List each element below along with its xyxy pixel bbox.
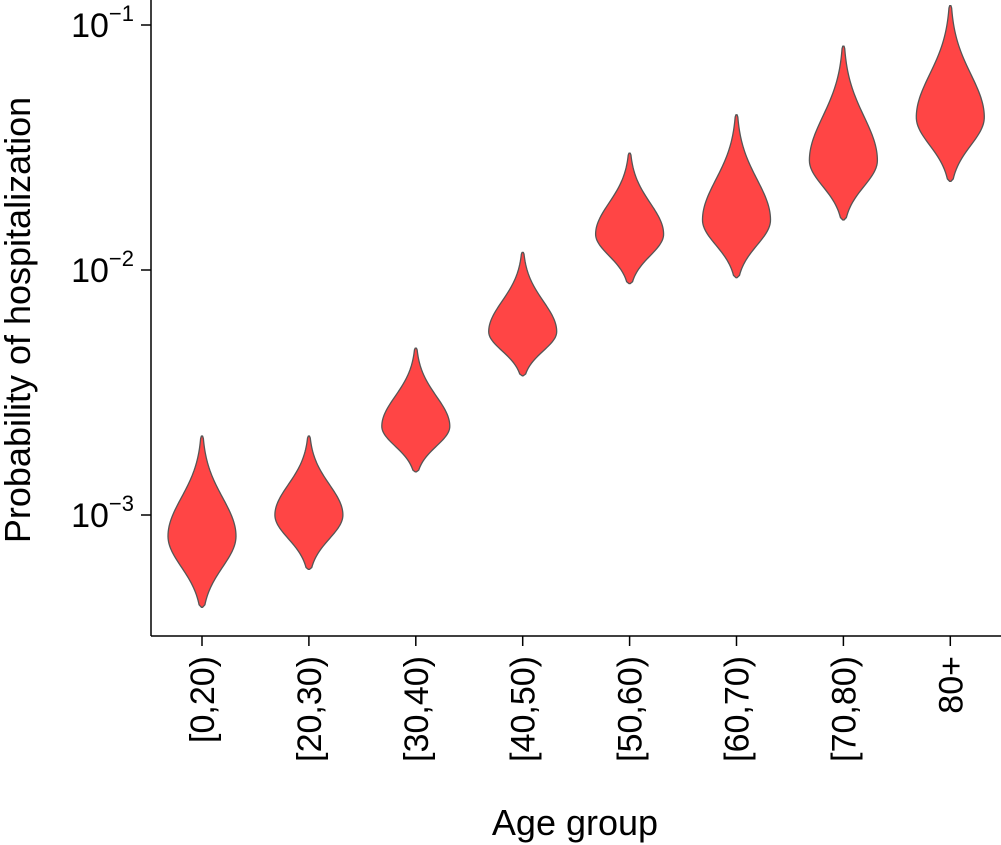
x-ticks-group: [0,20) [20,30) [30,40) [40,50) [50,60) [60,70… <box>184 636 970 762</box>
violin-shape <box>167 435 237 608</box>
y-tick-exponent: −3 <box>109 491 134 516</box>
y-tick-exponent: −1 <box>109 1 134 26</box>
x-tick-label: [70,80) <box>825 656 863 762</box>
x-tick-label: [60,70) <box>719 656 757 762</box>
violin-shape <box>701 114 772 279</box>
y-tick-base: 10 <box>71 252 109 290</box>
x-tick-label: [0,20) <box>184 656 222 743</box>
violin-shape <box>915 4 985 183</box>
axes-group <box>150 0 1001 637</box>
y-tick-label: 10−1 <box>71 1 134 45</box>
violin-shape <box>274 435 344 570</box>
violin-shape <box>808 45 879 221</box>
x-tick-label: [20,30) <box>291 656 329 762</box>
x-tick-label: [30,40) <box>398 656 436 762</box>
violin-shape <box>488 251 558 377</box>
y-tick-label: 10−3 <box>71 491 134 535</box>
y-ticks-group: 10−310−210−1 <box>71 1 151 535</box>
y-tick-label: 10−2 <box>71 246 134 290</box>
y-tick-base: 10 <box>71 497 109 535</box>
x-tick-label: [40,50) <box>505 656 543 762</box>
violin-shape <box>594 152 665 285</box>
violins-group <box>167 4 985 608</box>
x-tick-label: [50,60) <box>612 656 650 762</box>
x-tick-label: 80+ <box>932 656 970 714</box>
x-axis-title: Age group <box>492 802 658 843</box>
y-tick-exponent: −2 <box>109 246 134 271</box>
y-tick-base: 10 <box>71 7 109 45</box>
y-axis-title: Probability of hospitalization <box>0 97 38 543</box>
violin-shape <box>381 347 451 473</box>
